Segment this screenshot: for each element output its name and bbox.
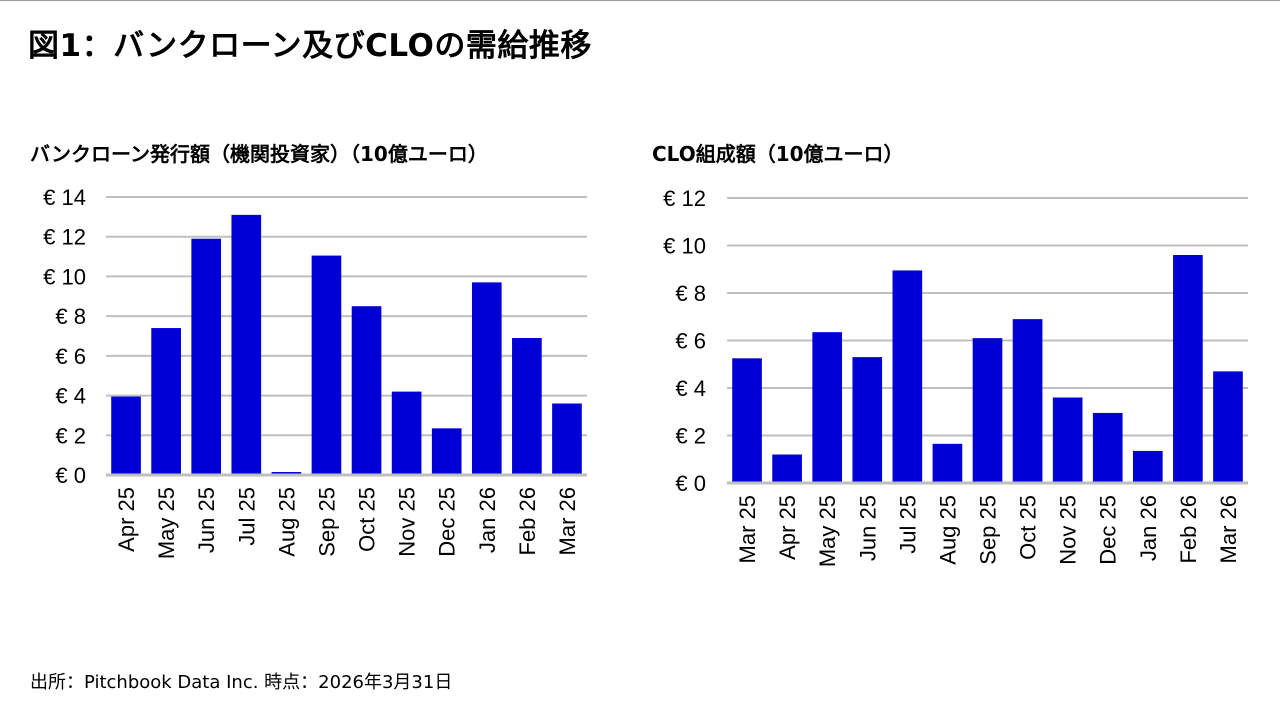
bar [1132, 450, 1163, 483]
x-category-label: Mar 26 [1216, 495, 1241, 563]
bar [772, 454, 802, 483]
bar [512, 337, 542, 475]
x-category-label: Apr 25 [114, 487, 139, 552]
bar [1173, 255, 1203, 483]
bar [892, 270, 923, 483]
bar [391, 391, 422, 475]
chart-title-bank-loan: バンクローン発行額（機関投資家）（10億ユーロ） [30, 142, 488, 166]
x-category-label: Oct 25 [1016, 495, 1041, 560]
chart-title-clo: CLO組成額（10億ユーロ） [652, 142, 904, 166]
x-category-label: Dec 25 [1096, 495, 1121, 565]
bar [471, 282, 502, 475]
x-category-label: Feb 26 [515, 487, 540, 556]
x-category-label: Oct 25 [355, 487, 380, 552]
y-tick-label: € 6 [675, 329, 706, 354]
x-category-label: Aug 25 [274, 487, 299, 557]
bar [732, 358, 762, 483]
page-title: 図1：バンクローン及びCLOの需給推移 [28, 28, 592, 64]
y-tick-label: € 12 [663, 186, 706, 211]
y-tick-label: € 14 [43, 185, 86, 210]
bar [311, 255, 342, 475]
x-category-label: May 25 [154, 487, 179, 559]
bar [1052, 397, 1083, 483]
y-tick-label: € 12 [43, 225, 86, 250]
x-category-label: Feb 26 [1176, 495, 1201, 564]
y-tick-label: € 0 [675, 471, 706, 496]
bar [431, 428, 462, 475]
x-category-label: Jul 25 [234, 487, 259, 546]
bar [812, 332, 843, 483]
x-category-label: Dec 25 [435, 487, 460, 557]
x-category-label: Sep 25 [976, 495, 1001, 565]
bar [1213, 371, 1243, 483]
bar [151, 328, 181, 475]
x-category-label: Nov 25 [1056, 495, 1081, 565]
bar [191, 238, 222, 475]
y-tick-label: € 6 [55, 344, 86, 369]
bar [972, 338, 1003, 483]
source-footer: 出所：Pitchbook Data Inc. 時点：2026年3月31日 [30, 672, 453, 693]
x-category-label: Mar 25 [735, 495, 760, 563]
y-tick-label: € 2 [675, 424, 706, 449]
bank-loan-chart: € 0 € 2 € 4 € 6 € 8 € 10 € 12 € 14 Apr 25 May 25 J… [43, 185, 587, 559]
clo-chart: € 0 € 2 € 4 € 6 € 8 € 10 € 12 Mar 25 Apr 25 May 2… [663, 186, 1248, 567]
bar [1092, 412, 1123, 483]
bar [351, 306, 382, 475]
x-category-label: Jun 25 [194, 487, 219, 553]
x-category-label: Jul 25 [895, 495, 920, 554]
y-tick-label: € 4 [675, 376, 706, 401]
top-rule [0, 0, 1280, 1]
y-tick-label: € 8 [55, 304, 86, 329]
bar [552, 403, 582, 475]
bar [852, 357, 883, 483]
bar [1012, 319, 1043, 483]
x-category-label: Nov 25 [395, 487, 420, 557]
x-category-label: May 25 [815, 495, 840, 567]
y-tick-label: € 0 [55, 463, 86, 488]
y-tick-label: € 10 [43, 264, 86, 289]
bar [111, 396, 141, 475]
y-tick-label: € 10 [663, 234, 706, 259]
bar [231, 214, 262, 475]
x-category-label: Jun 25 [855, 495, 880, 561]
x-category-label: Sep 25 [314, 487, 339, 557]
x-category-label: Jan 26 [475, 487, 500, 553]
y-tick-label: € 8 [675, 281, 706, 306]
y-tick-label: € 4 [55, 384, 86, 409]
y-tick-label: € 2 [55, 423, 86, 448]
x-category-label: Mar 26 [555, 487, 580, 555]
x-category-label: Aug 25 [935, 495, 960, 565]
bar [932, 443, 963, 483]
x-category-label: Apr 25 [775, 495, 800, 560]
x-category-label: Jan 26 [1136, 495, 1161, 561]
